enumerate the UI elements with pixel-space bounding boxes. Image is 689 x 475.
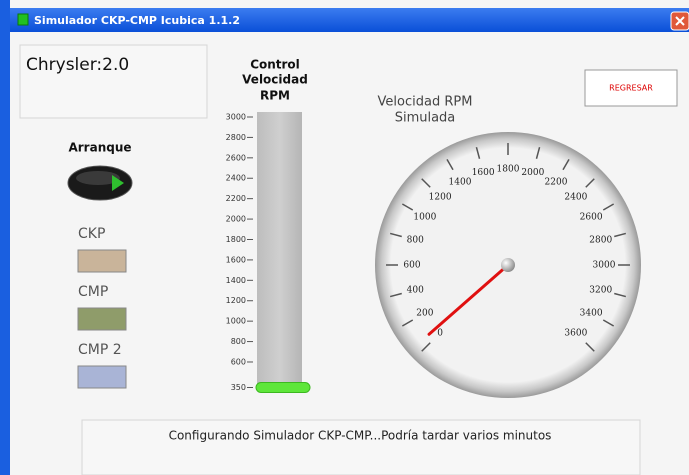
gauge-tick: [585, 342, 595, 352]
slider-tick-label: 350: [231, 383, 246, 392]
back-button-label: REGRESAR: [609, 84, 653, 93]
slider-tick-label: 1800: [226, 235, 246, 244]
gauge-tick: [421, 342, 431, 352]
gauge-tick: [602, 319, 615, 327]
gauge-tick-label: 2800: [589, 236, 612, 246]
slider-track: [257, 112, 302, 390]
slider-tick-label: 3000: [226, 113, 246, 122]
gauge-tick: [401, 203, 414, 211]
gauge-tick-label: 3600: [564, 328, 587, 338]
gauge-tick-label: 2200: [545, 177, 568, 187]
back-button[interactable]: [584, 69, 678, 107]
title-bar: [10, 8, 689, 32]
slider-tick-label: 1600: [226, 255, 246, 264]
indicator-label: CKP: [78, 226, 105, 242]
indicator-led: [77, 307, 127, 331]
slider-tick-label: 2200: [226, 194, 246, 203]
toggle-shine: [76, 171, 120, 185]
gauge-title: Velocidad RPM: [378, 95, 473, 110]
slider-tick-label: 800: [231, 337, 246, 346]
toggle-arrow: [112, 175, 124, 191]
gauge-tick: [475, 146, 481, 159]
gauge-tick-label: 2400: [564, 193, 587, 203]
app-icon: [17, 13, 29, 26]
gauge-tick: [585, 178, 595, 188]
model-box: [19, 44, 208, 119]
gauge-tick-label: 3400: [580, 309, 603, 319]
close-icon: [675, 16, 685, 26]
slider-thumb: [255, 382, 311, 393]
gauge-tick: [614, 292, 627, 298]
indicator-label: CMP 2: [78, 342, 122, 358]
gauge-tick: [614, 232, 627, 238]
slider-tick-label: 2600: [226, 153, 246, 162]
gauge-tick-label: 1800: [497, 165, 520, 175]
slider-tick-label: 2400: [226, 174, 246, 183]
slider-title: Control: [250, 58, 300, 72]
slider-tick-label: 1200: [226, 296, 246, 305]
indicator-label: CMP: [78, 284, 108, 300]
gauge-tick: [389, 232, 402, 238]
gauge-tick-label: 1400: [449, 177, 472, 187]
slider-tick-label: 1400: [226, 276, 246, 285]
status-box: [81, 419, 641, 475]
gauge-tick-label: 1000: [413, 213, 436, 223]
gauge-tick-label: 200: [416, 309, 433, 319]
indicator-led: [77, 249, 127, 273]
indicator-led: [77, 365, 127, 389]
gauge-tick: [389, 292, 402, 298]
gauge-tick-label: 800: [407, 236, 424, 246]
gauge-tick-label: 3200: [589, 285, 612, 295]
gauge-tick: [401, 319, 414, 327]
gauge-tick: [602, 203, 615, 211]
gauge-tick-label: 1600: [472, 168, 495, 178]
slider-tick-label: 600: [231, 357, 246, 366]
gauge-tick: [562, 158, 570, 171]
gauge-tick-label: 400: [407, 285, 424, 295]
slider-title: RPM: [260, 89, 290, 103]
gauge-tick-label: 3000: [593, 261, 616, 271]
gauge-title: Simulada: [395, 111, 456, 126]
window-border: [0, 0, 10, 475]
gauge-tick-label: 2600: [580, 213, 603, 223]
gauge-tick: [535, 146, 541, 159]
window-title: Simulador CKP-CMP Icubica 1.1.2: [34, 14, 240, 27]
status-text: Configurando Simulador CKP-CMP...Podría …: [169, 429, 552, 443]
slider-tick-label: 1000: [226, 317, 246, 326]
gauge-tick-label: 2000: [521, 168, 544, 178]
gauge-tick: [421, 178, 431, 188]
gauge-needle: [427, 263, 510, 336]
model-label: Chrysler:2.0: [26, 55, 129, 75]
gauge-hub: [501, 258, 515, 272]
gauge-tick-label: 0: [437, 328, 443, 338]
gauge-tick: [446, 158, 454, 171]
slider-tick-label: 2000: [226, 215, 246, 224]
start-label: Arranque: [68, 141, 131, 155]
slider-title: Velocidad: [242, 73, 308, 87]
gauge-tick-label: 1200: [429, 193, 452, 203]
gauge-tick-label: 600: [403, 261, 420, 271]
slider-tick-label: 2800: [226, 133, 246, 142]
